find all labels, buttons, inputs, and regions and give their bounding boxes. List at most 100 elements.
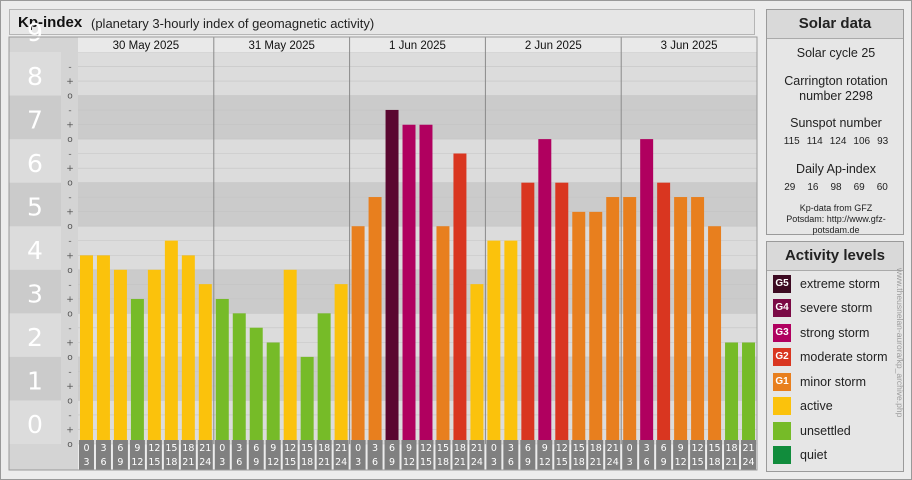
time-box — [588, 440, 604, 470]
minor-tick-label: + — [66, 121, 74, 131]
axis-band — [9, 139, 61, 183]
time-box — [333, 440, 349, 470]
time-end-label: 12 — [539, 457, 551, 468]
time-start-label: 3 — [100, 443, 106, 454]
time-end-label: 3 — [219, 457, 225, 468]
kp-bar — [249, 327, 263, 444]
time-start-label: 18 — [318, 443, 330, 454]
kp-bar — [504, 240, 518, 444]
ap-value: 29 — [784, 182, 796, 193]
kp-bar — [691, 197, 705, 444]
legend-item-g1: G1 minor storm — [773, 371, 866, 393]
time-end-label: 18 — [437, 457, 449, 468]
kp-bar — [436, 226, 450, 444]
time-box — [724, 440, 740, 470]
y-tick-label: 6 — [27, 149, 43, 178]
time-box — [214, 440, 230, 470]
legend-swatch — [773, 397, 791, 415]
kp-bar — [300, 356, 314, 444]
time-start-label: 12 — [556, 443, 568, 454]
legend-label: active — [800, 399, 833, 413]
time-start-label: 15 — [709, 443, 721, 454]
minor-tick-label: + — [66, 338, 74, 348]
kp-bar — [589, 211, 603, 444]
minor-tick-label: - — [68, 150, 71, 160]
time-end-label: 9 — [661, 457, 667, 468]
y-tick-label: 1 — [27, 367, 43, 396]
kp-bar — [521, 182, 535, 444]
time-start-label: 9 — [134, 443, 140, 454]
time-end-label: 24 — [335, 457, 347, 468]
minor-tick-label: - — [68, 411, 71, 421]
time-start-label: 12 — [148, 443, 160, 454]
time-start-label: 0 — [491, 443, 497, 454]
y-tick-label: 3 — [27, 280, 43, 309]
y-tick-label: 4 — [27, 236, 43, 265]
time-end-label: 21 — [318, 457, 330, 468]
time-end-label: 3 — [355, 457, 361, 468]
axis-band — [9, 400, 61, 444]
day-label: 31 May 2025 — [248, 40, 315, 52]
axis-band — [9, 226, 61, 270]
time-box — [435, 440, 451, 470]
time-start-label: 6 — [389, 443, 395, 454]
time-start-label: 21 — [199, 443, 211, 454]
time-end-label: 9 — [525, 457, 531, 468]
kp-bar — [96, 255, 110, 444]
time-box — [112, 440, 128, 470]
kp-bar — [80, 255, 93, 444]
time-end-label: 6 — [236, 457, 242, 468]
time-start-label: 18 — [454, 443, 466, 454]
legend-swatch — [773, 446, 791, 464]
plot-band — [78, 226, 757, 270]
time-end-label: 12 — [267, 457, 279, 468]
minor-tick-label: - — [68, 193, 71, 203]
kp-bar — [232, 313, 246, 444]
kp-bar — [130, 298, 144, 444]
date-header-strip — [78, 37, 757, 52]
time-box — [197, 440, 213, 470]
legend-label: unsettled — [800, 424, 851, 438]
legend-item-g2: G2 moderate storm — [773, 346, 888, 368]
time-box — [520, 440, 536, 470]
time-box — [299, 440, 315, 470]
time-box — [418, 440, 434, 470]
time-start-label: 6 — [525, 443, 531, 454]
time-start-label: 3 — [372, 443, 378, 454]
kp-bar — [317, 313, 331, 444]
time-end-label: 12 — [675, 457, 687, 468]
time-start-label: 15 — [165, 443, 177, 454]
time-end-label: 9 — [389, 457, 395, 468]
legend-item-active: active — [773, 395, 833, 417]
time-box — [452, 440, 468, 470]
minor-tick-label: - — [68, 367, 71, 377]
time-box — [79, 440, 94, 470]
time-end-label: 21 — [454, 457, 466, 468]
legend-swatch: G2 — [773, 348, 791, 366]
time-end-label: 18 — [165, 457, 177, 468]
time-box — [707, 440, 723, 470]
sunspot-value: 93 — [877, 136, 889, 147]
time-end-label: 15 — [420, 457, 432, 468]
solar-data-panel: Solar data Solar cycle 25 Carrington rot… — [766, 9, 904, 235]
legend-item-g5: G5 extreme storm — [773, 273, 880, 295]
kp-bar — [640, 139, 654, 444]
time-end-label: 21 — [590, 457, 602, 468]
time-end-label: 21 — [182, 457, 194, 468]
minor-tick-label: o — [67, 92, 73, 102]
minor-tick-label: o — [67, 353, 73, 363]
time-box — [554, 440, 570, 470]
time-start-label: 18 — [590, 443, 602, 454]
time-end-label: 12 — [403, 457, 415, 468]
kp-bar — [283, 269, 297, 444]
time-start-label: 3 — [644, 443, 650, 454]
kp-bar — [725, 342, 739, 444]
time-end-label: 24 — [607, 457, 619, 468]
kp-bar — [181, 255, 195, 444]
plot-band — [78, 52, 757, 96]
y-tick-label: 7 — [27, 105, 43, 134]
minor-tick-label: o — [67, 266, 73, 276]
minor-tick-label: o — [67, 396, 73, 406]
time-box — [180, 440, 196, 470]
minor-tick-label: - — [68, 106, 71, 116]
